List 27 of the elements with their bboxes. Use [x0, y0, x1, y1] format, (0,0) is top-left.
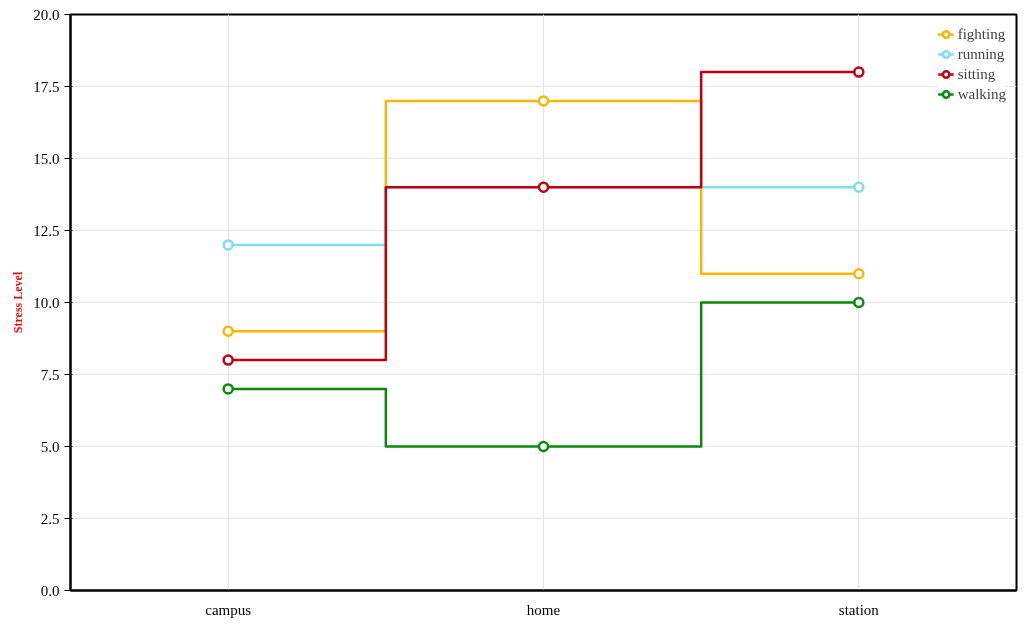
y-tick-label: 20.0: [33, 6, 60, 23]
y-tick-label: 0.0: [40, 582, 60, 599]
x-tick-label: campus: [205, 601, 252, 618]
y-tick-label: 15.0: [33, 150, 60, 167]
y-tick-label: 2.5: [40, 510, 60, 527]
y-tick-label: 7.5: [40, 366, 60, 383]
y-tick-label: 17.5: [33, 78, 60, 95]
legend-label: running: [957, 45, 1005, 63]
point: [222, 354, 234, 366]
legend-label: fighting: [957, 25, 1006, 43]
point: [853, 267, 865, 280]
point: [537, 440, 550, 453]
y-axis-title: Stress Level: [11, 271, 26, 334]
point: [537, 95, 550, 107]
y-tick-label: 12.5: [33, 222, 60, 239]
point: [222, 383, 234, 395]
legend-label: sitting: [957, 65, 996, 83]
x-tick-label: station: [838, 601, 880, 618]
x-tick-label: home: [526, 601, 561, 618]
y-tick-label: 5.0: [40, 438, 60, 455]
point: [853, 66, 865, 78]
point: [222, 325, 234, 338]
y-tick-label: 10.0: [33, 294, 60, 311]
point: [853, 296, 865, 309]
point: [853, 181, 865, 194]
legend-label: walking: [957, 85, 1006, 103]
point: [222, 239, 234, 251]
